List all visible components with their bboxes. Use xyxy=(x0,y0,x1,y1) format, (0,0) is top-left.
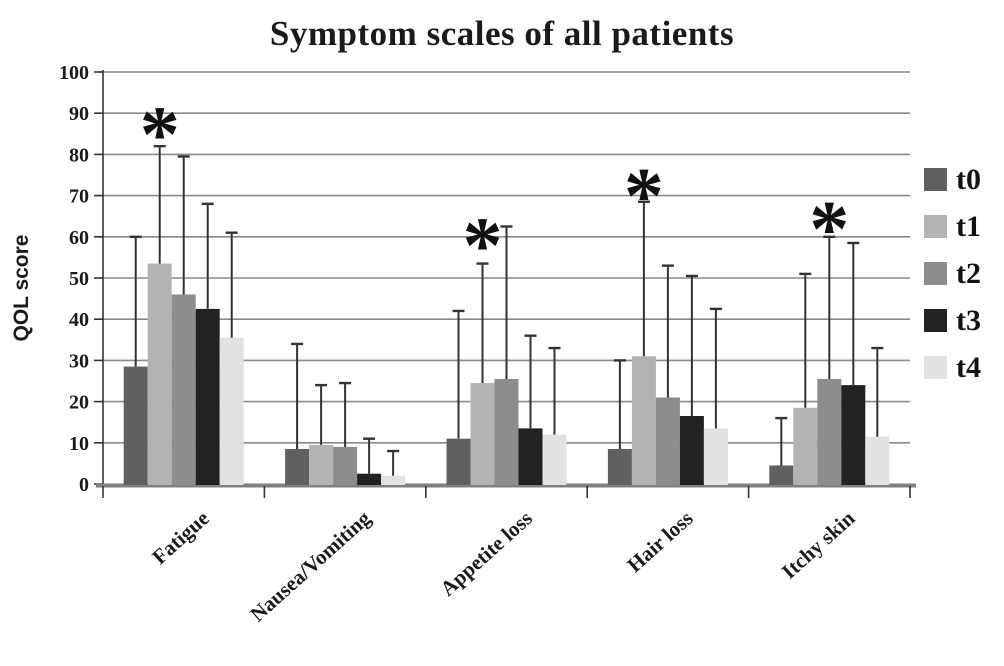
legend-item-t2: t2 xyxy=(924,250,1004,297)
legend-label-t3: t3 xyxy=(956,303,981,337)
bar-t4-itchy-skin xyxy=(865,436,890,485)
significance-asterisk-fatigue: * xyxy=(140,91,180,179)
legend-label-t0: t0 xyxy=(956,162,981,196)
legend-label-t1: t1 xyxy=(956,209,981,243)
bar-t3-appetite-loss xyxy=(518,428,543,485)
y-tick-label-40: 40 xyxy=(69,309,89,331)
bar-t2-appetite-loss xyxy=(494,378,519,485)
chart-title: Symptom scales of all patients xyxy=(269,14,735,53)
bar-t3-fatigue xyxy=(195,308,220,485)
chart-legend: t0 t1 t2 t3 t4 xyxy=(924,156,1004,391)
bar-t1-itchy-skin xyxy=(793,407,818,485)
bar-t0-appetite-loss xyxy=(446,438,471,485)
legend-label-t2: t2 xyxy=(956,256,981,290)
y-tick-label-30: 30 xyxy=(69,350,89,372)
y-tick-label-10: 10 xyxy=(69,433,89,455)
y-tick-label-80: 80 xyxy=(69,144,89,166)
legend-swatch-t2 xyxy=(924,262,947,285)
y-tick-label-50: 50 xyxy=(69,268,89,290)
y-tick-label-60: 60 xyxy=(69,227,89,249)
bar-t1-hair-loss xyxy=(631,356,656,485)
bar-t0-itchy-skin xyxy=(769,465,794,485)
y-tick-label-0: 0 xyxy=(79,474,89,496)
bar-t2-fatigue xyxy=(171,294,196,485)
bar-t4-hair-loss xyxy=(703,428,728,485)
bar-t0-fatigue xyxy=(123,366,148,485)
legend-item-t4: t4 xyxy=(924,344,1004,391)
legend-label-t4: t4 xyxy=(956,350,981,384)
significance-asterisk-hair-loss: * xyxy=(624,153,664,241)
bar-t0-nausea-vomiting xyxy=(285,448,310,485)
y-tick-label-20: 20 xyxy=(69,392,89,414)
legend-item-t0: t0 xyxy=(924,156,1004,203)
y-tick-label-70: 70 xyxy=(69,186,89,208)
significance-asterisk-appetite-loss: * xyxy=(463,203,503,291)
bar-t2-hair-loss xyxy=(655,397,680,485)
bar-t2-itchy-skin xyxy=(817,378,842,485)
y-tick-label-90: 90 xyxy=(69,103,89,125)
bar-t3-nausea-vomiting xyxy=(357,473,382,485)
legend-swatch-t0 xyxy=(924,168,947,191)
bar-t4-nausea-vomiting xyxy=(381,475,406,485)
legend-swatch-t4 xyxy=(924,356,947,379)
bar-t1-fatigue xyxy=(147,263,172,485)
bar-t2-nausea-vomiting xyxy=(333,446,358,485)
legend-swatch-t1 xyxy=(924,215,947,238)
legend-item-t1: t1 xyxy=(924,203,1004,250)
bar-t4-fatigue xyxy=(219,337,244,485)
y-tick-label-100: 100 xyxy=(59,62,89,84)
bar-t3-hair-loss xyxy=(679,416,704,485)
significance-asterisk-itchy-skin: * xyxy=(809,186,849,274)
bar-t4-appetite-loss xyxy=(542,434,567,485)
bar-t0-hair-loss xyxy=(607,448,632,485)
bar-t1-appetite-loss xyxy=(470,383,495,485)
bar-t1-nausea-vomiting xyxy=(309,444,334,485)
legend-swatch-t3 xyxy=(924,309,947,332)
legend-item-t3: t3 xyxy=(924,297,1004,344)
bar-t3-itchy-skin xyxy=(841,385,866,485)
